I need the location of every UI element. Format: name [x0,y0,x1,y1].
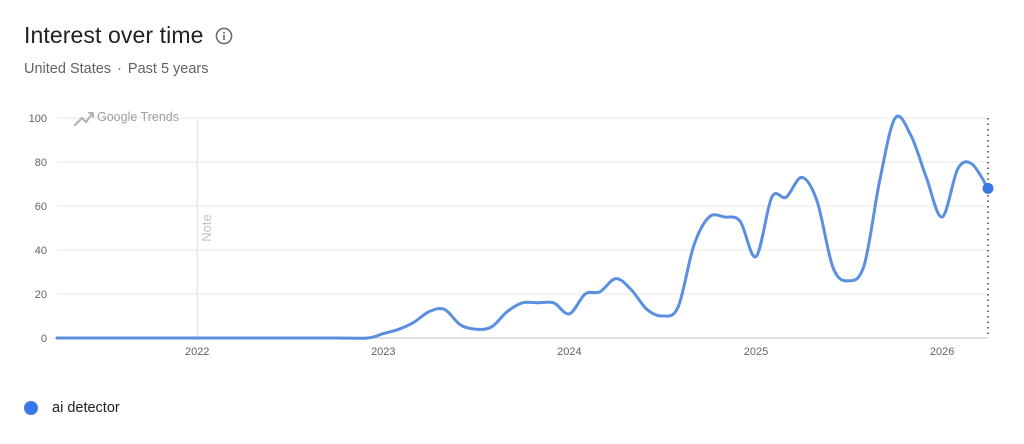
x-tick-label: 2023 [371,346,395,358]
info-icon[interactable] [215,27,233,45]
x-tick-label: 2022 [185,346,209,358]
y-tick-label: 80 [35,157,47,169]
y-tick-label: 100 [29,113,47,125]
trending-up-icon [73,112,94,127]
legend-swatch [24,401,38,415]
note-label: Note [199,214,214,241]
chart-header: Interest over time [24,22,233,49]
x-tick-label: 2024 [557,346,581,358]
region-label[interactable]: United States [24,61,112,77]
trending-up-arrowhead [88,112,94,118]
x-tick-label: 2026 [930,346,954,358]
current-point-marker [982,182,994,194]
legend: ai detector [24,400,120,416]
series-line-ai-detector [55,114,990,340]
y-tick-label: 60 [35,201,47,213]
legend-label[interactable]: ai detector [52,400,120,416]
x-tick-label: 2025 [744,346,768,358]
subtitle-separator: · [117,61,122,77]
chart-subtitle: United States · Past 5 years [24,61,209,77]
watermark-text: Google Trends [97,110,179,124]
y-tick-label: 20 [35,289,47,301]
period-label[interactable]: Past 5 years [127,61,209,77]
y-tick-label: 0 [41,333,47,345]
chart-title: Interest over time [24,22,204,48]
y-tick-label: 40 [35,245,47,257]
